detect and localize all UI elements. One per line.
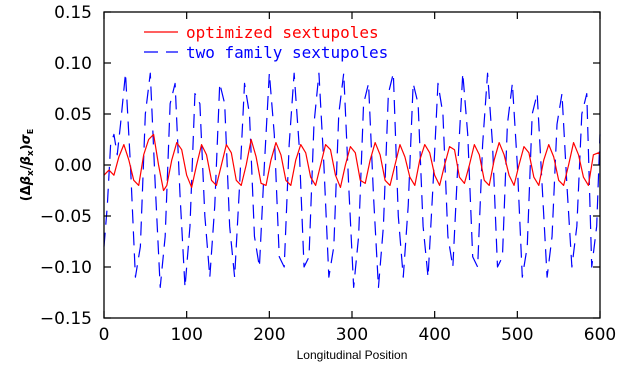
x-tick-label: 300 bbox=[336, 325, 368, 345]
x-tick-label: 500 bbox=[501, 325, 533, 345]
y-label-sigma: σ bbox=[19, 133, 34, 144]
x-tick-label: 200 bbox=[253, 325, 285, 345]
y-axis-label: (Δβx/βx)σE bbox=[19, 129, 36, 202]
y-label-beta-1: β bbox=[19, 176, 34, 186]
x-tick-label: 400 bbox=[418, 325, 450, 345]
y-label-sub-x-2: x bbox=[26, 150, 36, 156]
legend-label-two-family: two family sextupoles bbox=[186, 43, 388, 62]
y-tick-label: −0.10 bbox=[40, 258, 92, 278]
y-tick-label: 0.00 bbox=[54, 156, 92, 176]
legend-label-optimized: optimized sextupoles bbox=[186, 23, 379, 42]
y-tick-label: 0.15 bbox=[54, 3, 92, 23]
axis-tick-labels: 0 100 200 300 400 500 600 −0.15 −0.10 −0.05 0.00 0.… bbox=[40, 3, 616, 345]
plot-area bbox=[103, 72, 601, 288]
y-tick-label: 0.05 bbox=[54, 105, 92, 125]
y-label-sub-x-1: x bbox=[26, 170, 36, 176]
series-line-two-family bbox=[103, 72, 601, 288]
x-tick-label: 600 bbox=[584, 325, 616, 345]
x-tick-label: 0 bbox=[99, 325, 110, 345]
x-axis-label: Longitudinal Position bbox=[297, 348, 408, 362]
y-label-open-paren: ( bbox=[19, 195, 34, 201]
y-label-sub-e: E bbox=[26, 129, 35, 134]
y-tick-label: −0.05 bbox=[40, 207, 92, 227]
x-tick-label: 100 bbox=[170, 325, 202, 345]
y-label-beta-2: β bbox=[19, 156, 34, 166]
y-label-close-paren: ) bbox=[19, 144, 34, 150]
y-label-slash: / bbox=[19, 165, 34, 170]
axis-ticks bbox=[103, 11, 601, 319]
y-tick-label: −0.15 bbox=[40, 309, 92, 329]
y-label-delta: Δ bbox=[19, 185, 34, 195]
legend: optimized sextupoles two family sextupol… bbox=[144, 23, 388, 62]
y-tick-label: 0.10 bbox=[54, 54, 92, 74]
series-line-optimized bbox=[103, 133, 601, 192]
